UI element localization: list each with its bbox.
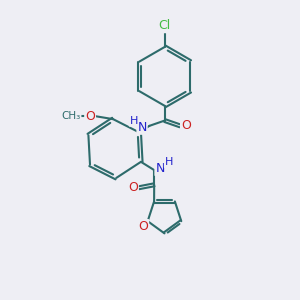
Text: N: N: [137, 121, 147, 134]
Text: N: N: [155, 162, 165, 175]
Text: Cl: Cl: [159, 19, 171, 32]
Text: O: O: [85, 110, 95, 123]
Text: O: O: [138, 220, 148, 233]
Text: O: O: [128, 181, 138, 194]
Text: O: O: [181, 119, 191, 132]
Text: H: H: [130, 116, 138, 126]
Text: H: H: [165, 157, 173, 167]
Text: CH₃: CH₃: [61, 111, 81, 121]
